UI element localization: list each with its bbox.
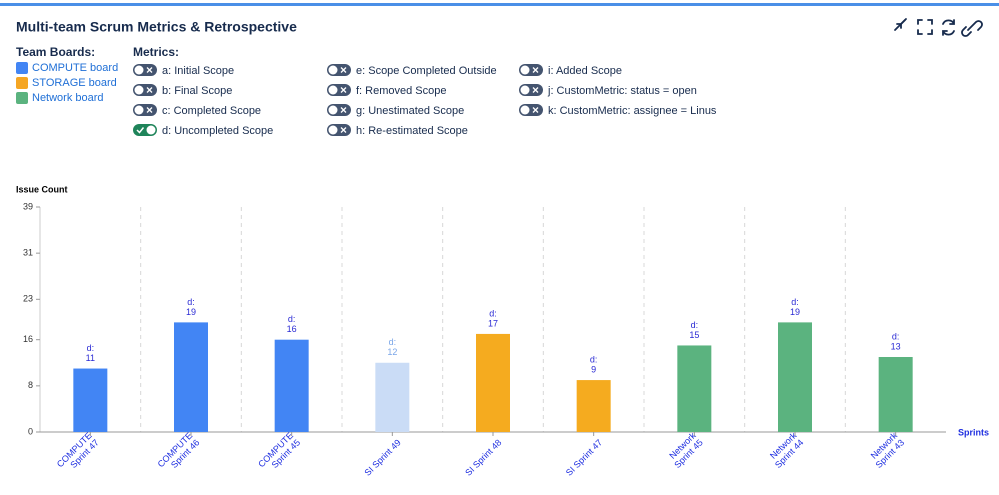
metric-toggle[interactable]: k: CustomMetric: assignee = Linus	[519, 104, 717, 117]
team-board-item[interactable]: STORAGE board	[16, 77, 117, 89]
toggle-check	[136, 127, 145, 134]
toggle-knob	[134, 105, 144, 115]
bar	[73, 368, 108, 432]
data-label-prefix: d:	[590, 354, 598, 364]
data-label: 12	[387, 347, 397, 357]
toggle-knob	[328, 105, 338, 115]
toggle-knob	[520, 105, 530, 115]
bar	[677, 345, 712, 432]
metric-label: i: Added Scope	[548, 65, 622, 77]
toggle-knob	[520, 65, 530, 75]
data-label-prefix: d:	[691, 320, 699, 330]
metric-label: g: Unestimated Scope	[356, 105, 464, 117]
data-label: 19	[790, 307, 800, 317]
y-tick-label: 16	[23, 334, 33, 344]
data-label: 15	[689, 330, 699, 340]
team-board-swatch	[16, 77, 28, 89]
toggle-cross	[146, 107, 153, 113]
y-tick-label: 31	[23, 248, 33, 258]
x-axis-label: Sprints	[958, 427, 989, 437]
team-board-swatch	[16, 62, 28, 74]
toggle-knob	[328, 85, 338, 95]
data-label-prefix: d:	[187, 297, 195, 307]
fullscreen-icon[interactable]	[917, 19, 933, 35]
toggle-cross	[532, 107, 539, 113]
bar	[274, 339, 309, 432]
panel-title: Multi-team Scrum Metrics & Retrospective	[16, 19, 297, 35]
team-board-item[interactable]: Network board	[16, 92, 104, 104]
data-label: 13	[891, 341, 901, 351]
metric-label: d: Uncompleted Scope	[162, 125, 273, 137]
collapse-icon[interactable]	[894, 18, 907, 31]
data-label: 11	[86, 353, 95, 363]
y-tick-label: 8	[28, 380, 33, 390]
metric-label: a: Initial Scope	[162, 65, 234, 77]
metric-toggle[interactable]: e: Scope Completed Outside	[327, 64, 497, 77]
metric-label: k: CustomMetric: assignee = Linus	[548, 105, 717, 117]
team-board-swatch	[16, 92, 28, 104]
link-icon[interactable]	[961, 20, 983, 37]
metrics-title: Metrics:	[133, 45, 179, 59]
data-label-prefix: d:	[489, 308, 497, 318]
team-board-label: Network board	[32, 92, 104, 104]
metric-label: f: Removed Scope	[356, 85, 447, 97]
toggle-cross	[340, 127, 347, 133]
top-border	[0, 3, 999, 6]
toggle-knob	[134, 65, 144, 75]
metric-toggle[interactable]: f: Removed Scope	[327, 84, 447, 97]
data-label-prefix: d:	[791, 297, 799, 307]
bar	[174, 322, 208, 432]
toggle-cross	[340, 107, 347, 113]
toggle-knob	[328, 65, 338, 75]
metric-label: c: Completed Scope	[162, 105, 261, 117]
data-label: 9	[591, 364, 596, 374]
bar	[476, 333, 510, 432]
toggle-knob	[134, 85, 144, 95]
bar	[576, 380, 611, 432]
data-label-prefix: d:	[892, 331, 900, 341]
metric-label: b: Final Scope	[162, 85, 232, 97]
data-label-prefix: d:	[288, 314, 296, 324]
metric-toggle[interactable]: h: Re-estimated Scope	[327, 124, 468, 137]
data-label-prefix: d:	[87, 343, 95, 353]
y-tick-label: 39	[23, 201, 33, 211]
bar	[375, 362, 410, 432]
toggle-cross	[340, 87, 347, 93]
data-label: 19	[186, 307, 196, 317]
toggle-knob	[520, 85, 530, 95]
metric-toggle[interactable]: c: Completed Scope	[133, 104, 261, 117]
toggle-cross	[146, 67, 153, 73]
metric-toggle[interactable]: b: Final Scope	[133, 84, 232, 97]
bar	[778, 322, 812, 432]
y-tick-label: 23	[23, 294, 33, 304]
metric-toggle[interactable]: g: Unestimated Scope	[327, 104, 464, 117]
team-board-label: STORAGE board	[32, 77, 117, 89]
toggle-cross	[340, 67, 347, 73]
toggle-knob	[328, 125, 338, 135]
metric-label: e: Scope Completed Outside	[356, 65, 497, 77]
toggle-cross	[532, 87, 539, 93]
data-label-prefix: d:	[389, 337, 397, 347]
toggle-knob	[146, 125, 156, 135]
metric-toggle[interactable]: j: CustomMetric: status = open	[519, 84, 697, 97]
team-boards-title: Team Boards:	[16, 45, 95, 59]
metric-toggle[interactable]: i: Added Scope	[519, 64, 622, 77]
data-label: 16	[287, 324, 297, 334]
team-board-item[interactable]: COMPUTE board	[16, 62, 118, 74]
data-label: 17	[488, 318, 498, 328]
refresh-icon[interactable]	[942, 19, 955, 36]
bar	[878, 357, 913, 432]
toggle-cross	[146, 87, 153, 93]
metric-label: h: Re-estimated Scope	[356, 125, 468, 137]
metric-label: j: CustomMetric: status = open	[547, 85, 697, 97]
metric-toggle[interactable]: a: Initial Scope	[133, 64, 234, 77]
metric-toggle[interactable]: d: Uncompleted Scope	[133, 124, 273, 137]
team-board-label: COMPUTE board	[32, 62, 118, 74]
y-axis-label: Issue Count	[16, 184, 68, 194]
toggle-cross	[532, 67, 539, 73]
y-tick-label: 0	[28, 426, 33, 436]
